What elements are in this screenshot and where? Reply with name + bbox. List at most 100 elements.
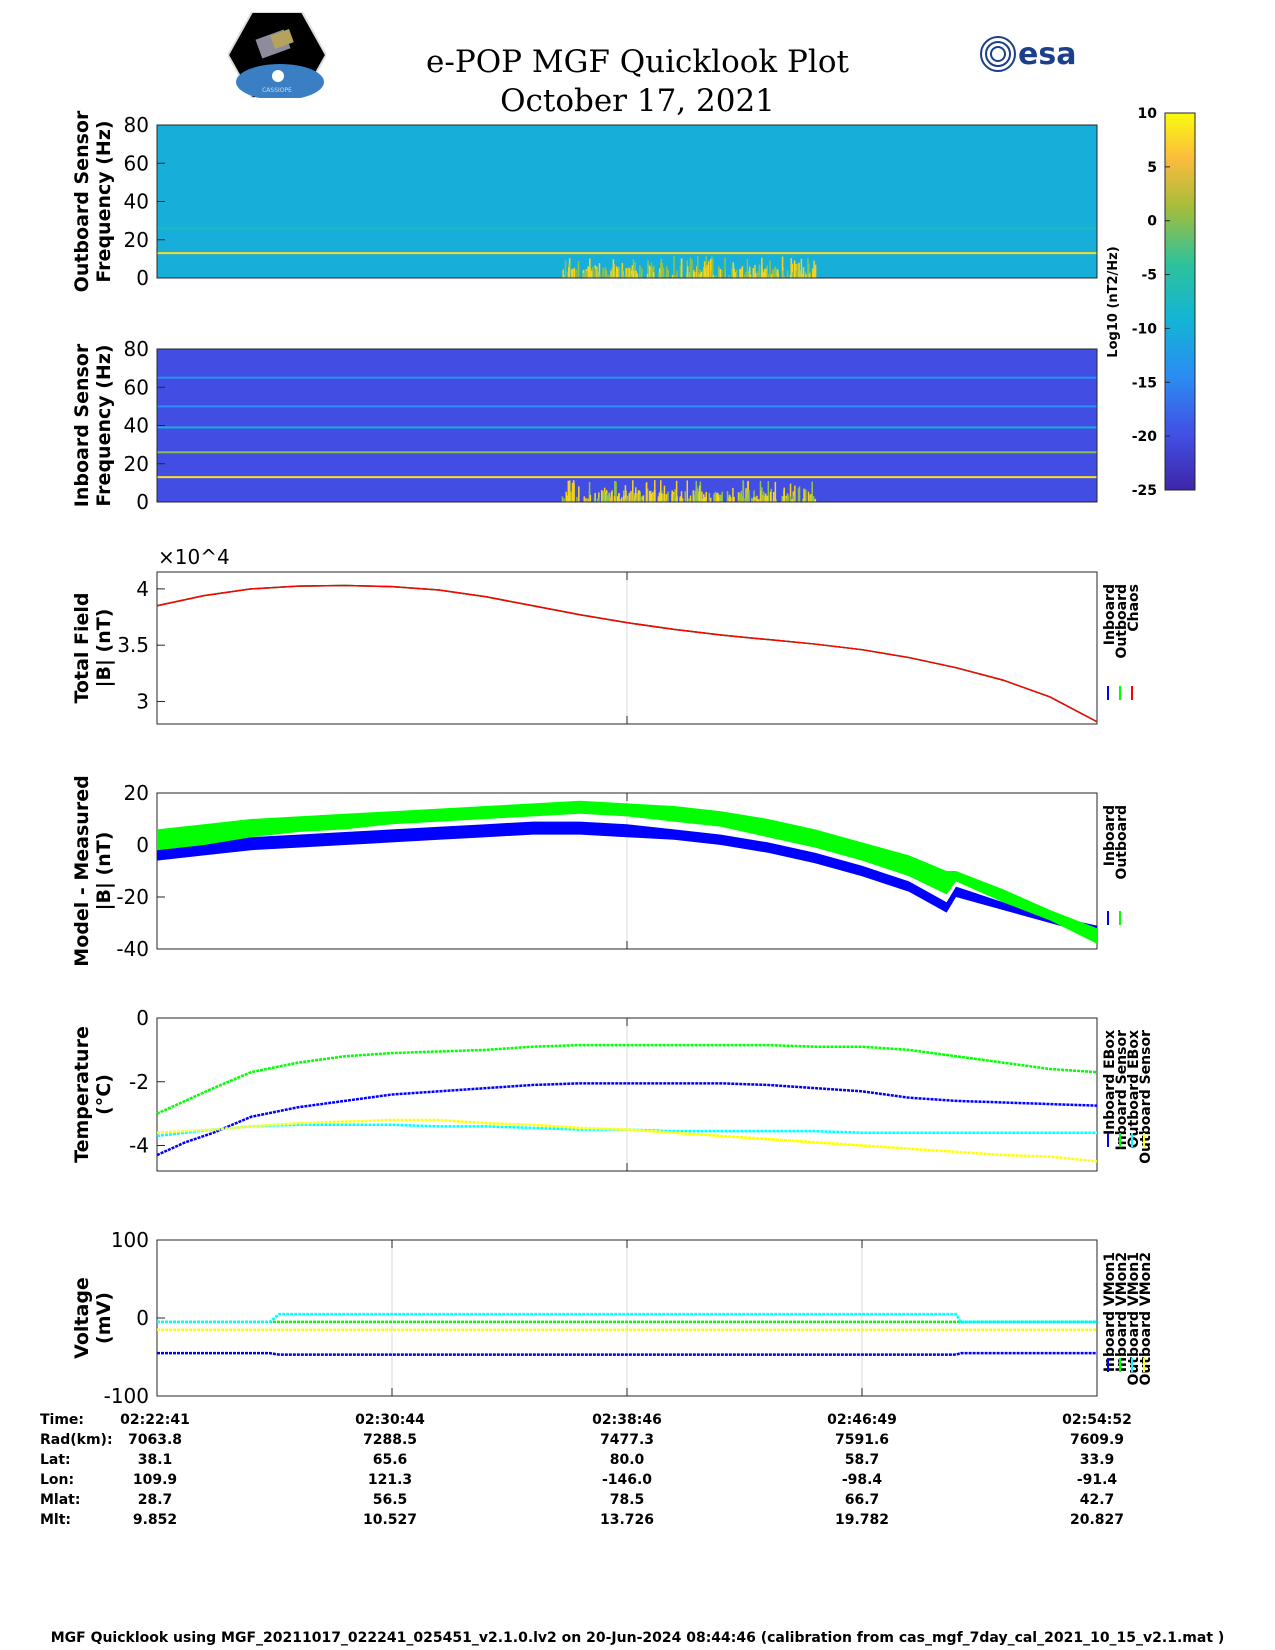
y-axis-label-1: Voltage bbox=[71, 1277, 93, 1359]
ephemeris-value: -146.0 bbox=[567, 1472, 687, 1488]
y-tick-label: 60 bbox=[124, 375, 149, 399]
ephemeris-row-label: Mlt: bbox=[40, 1512, 71, 1528]
burst-mark bbox=[611, 490, 613, 502]
ephemeris-value: 28.7 bbox=[95, 1492, 215, 1508]
y-axis-label-2: |B| (nT) bbox=[93, 609, 115, 688]
burst-mark bbox=[741, 268, 743, 278]
burst-mark bbox=[690, 258, 692, 278]
plot-canvas: 020406080Outboard Sensor Frequency (Hz)02… bbox=[0, 0, 1275, 1630]
burst-mark bbox=[584, 496, 586, 502]
burst-mark bbox=[618, 267, 620, 278]
burst-mark bbox=[693, 490, 695, 502]
burst-mark bbox=[628, 268, 630, 278]
burst-mark bbox=[591, 271, 593, 278]
ephemeris-value: 7591.6 bbox=[802, 1432, 922, 1448]
burst-mark bbox=[796, 274, 798, 278]
colorbar-tick-label: -25 bbox=[1132, 483, 1157, 499]
burst-mark bbox=[637, 493, 639, 502]
ephemeris-value: 33.9 bbox=[1037, 1452, 1157, 1468]
ephemeris-value: 42.7 bbox=[1037, 1492, 1157, 1508]
burst-mark bbox=[614, 498, 616, 502]
burst-mark bbox=[704, 268, 706, 278]
burst-mark bbox=[630, 491, 632, 502]
burst-mark bbox=[748, 490, 750, 502]
y-axis-label-2: (mV) bbox=[93, 1292, 115, 1344]
y-axis-label-2: |B| (nT) bbox=[93, 832, 115, 911]
ephemeris-value: 13.726 bbox=[567, 1512, 687, 1528]
burst-mark bbox=[708, 261, 710, 278]
burst-mark bbox=[588, 266, 590, 278]
burst-mark bbox=[790, 496, 792, 502]
ephemeris-value: 56.5 bbox=[330, 1492, 450, 1508]
burst-mark bbox=[578, 487, 580, 502]
colorbar-tick-label: 0 bbox=[1147, 214, 1157, 230]
burst-mark bbox=[805, 274, 807, 278]
y-tick-label: 0 bbox=[136, 833, 149, 857]
ephemeris-value: -91.4 bbox=[1037, 1472, 1157, 1488]
burst-mark bbox=[706, 265, 708, 278]
y-tick-label: -40 bbox=[116, 937, 149, 961]
ephemeris-value: 7477.3 bbox=[567, 1432, 687, 1448]
burst-mark bbox=[562, 497, 564, 502]
burst-mark bbox=[711, 271, 713, 278]
burst-mark bbox=[697, 488, 699, 502]
burst-mark bbox=[653, 272, 655, 278]
burst-mark bbox=[691, 259, 693, 278]
burst-mark bbox=[595, 269, 597, 278]
burst-mark bbox=[603, 492, 605, 502]
legend-label: Chaos bbox=[1126, 584, 1142, 632]
y-tick-label: 80 bbox=[124, 113, 149, 137]
spectral-line bbox=[157, 451, 1097, 453]
burst-mark bbox=[650, 271, 652, 278]
burst-mark bbox=[594, 496, 596, 502]
burst-mark bbox=[571, 269, 573, 278]
y-tick-label: 60 bbox=[124, 151, 149, 175]
burst-mark bbox=[673, 497, 675, 502]
spectrogram-background bbox=[157, 125, 1097, 278]
burst-mark bbox=[710, 498, 712, 502]
burst-mark bbox=[794, 268, 796, 278]
ephemeris-value: 19.782 bbox=[802, 1512, 922, 1528]
burst-mark bbox=[633, 271, 635, 278]
ephemeris-row-label: Lon: bbox=[40, 1472, 74, 1488]
ephemeris-value: 20.827 bbox=[1037, 1512, 1157, 1528]
burst-mark bbox=[651, 494, 653, 502]
burst-mark bbox=[565, 261, 567, 278]
y-axis-label-1: Model - Measured bbox=[71, 775, 93, 966]
y-axis-label-1: Total Field bbox=[71, 592, 93, 703]
burst-mark bbox=[647, 274, 649, 278]
burst-mark bbox=[803, 267, 805, 278]
burst-mark bbox=[781, 496, 783, 502]
panel-temperature: -4-20Temperature (°C) Inboard EBoxInboard … bbox=[71, 1006, 1154, 1171]
burst-mark bbox=[706, 492, 708, 502]
panel-total-field: 33.54Total Field |B| (nT)×10^4InboardOutb… bbox=[71, 545, 1142, 724]
burst-mark bbox=[716, 493, 718, 502]
ephemeris-row-label: Time: bbox=[40, 1412, 84, 1428]
y-tick-label: 4 bbox=[136, 577, 149, 601]
burst-mark bbox=[672, 492, 674, 502]
ephemeris-value: 7063.8 bbox=[95, 1432, 215, 1448]
ephemeris-value: 02:54:52 bbox=[1037, 1412, 1157, 1428]
burst-mark bbox=[658, 498, 660, 502]
burst-mark bbox=[742, 480, 744, 502]
burst-mark bbox=[751, 498, 753, 502]
burst-mark bbox=[787, 495, 789, 502]
burst-mark bbox=[585, 269, 587, 278]
colorbar-tick-label: -20 bbox=[1132, 429, 1158, 445]
ephemeris-value: 65.6 bbox=[330, 1452, 450, 1468]
burst-mark bbox=[685, 491, 687, 502]
colorbar-tick-label: -15 bbox=[1132, 375, 1157, 391]
y-tick-label: 20 bbox=[124, 452, 149, 476]
legend-label: Outboard bbox=[1114, 805, 1130, 880]
burst-mark bbox=[746, 493, 748, 502]
burst-mark bbox=[664, 494, 666, 502]
burst-mark bbox=[727, 491, 729, 502]
burst-mark bbox=[811, 482, 813, 502]
burst-mark bbox=[793, 495, 795, 502]
burst-mark bbox=[761, 487, 763, 502]
burst-mark bbox=[583, 273, 585, 278]
burst-mark bbox=[731, 268, 733, 278]
ephemeris-row-label: Lat: bbox=[40, 1452, 71, 1468]
burst-mark bbox=[613, 270, 615, 278]
y-axis-label-2: Frequency (Hz) bbox=[93, 120, 115, 282]
